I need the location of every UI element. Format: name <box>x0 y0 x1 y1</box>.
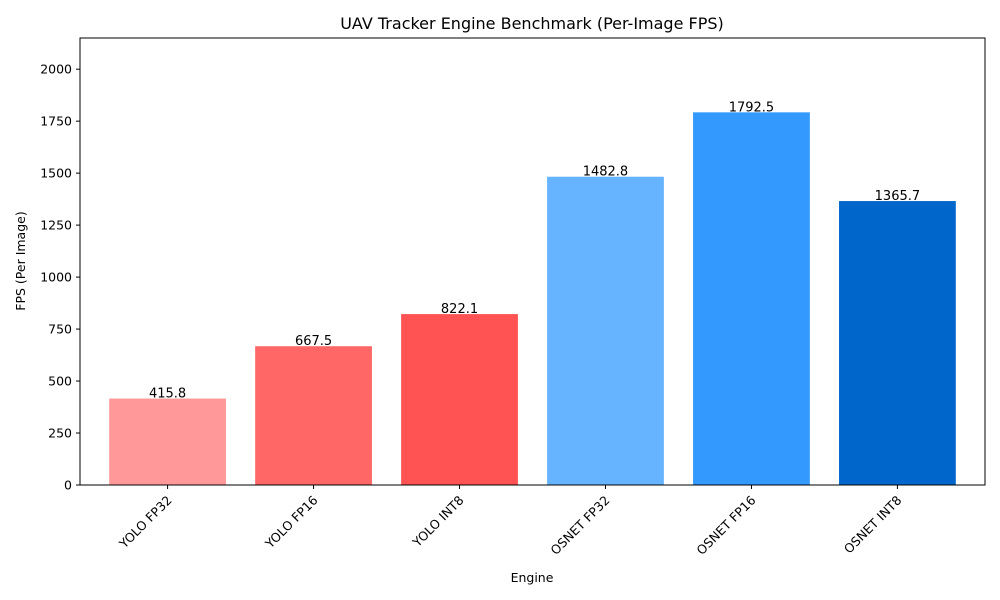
bar <box>255 346 372 485</box>
bar <box>109 398 226 485</box>
bar-value-label: 667.5 <box>295 334 332 349</box>
y-tick-label: 1750 <box>40 114 72 129</box>
y-tick-label: 250 <box>48 426 72 441</box>
y-tick-label: 1500 <box>40 166 72 181</box>
x-axis-label: Engine <box>511 570 554 585</box>
bar <box>693 112 810 485</box>
y-tick-label: 0 <box>64 478 72 493</box>
bar-value-label: 1792.5 <box>729 100 775 115</box>
bar <box>839 201 956 485</box>
bar-value-label: 1482.8 <box>583 165 629 180</box>
chart-title: UAV Tracker Engine Benchmark (Per-Image … <box>340 14 724 33</box>
bar <box>547 176 664 485</box>
axes-frame <box>79 37 986 486</box>
bar <box>401 314 518 485</box>
bar-value-label: 415.8 <box>149 387 186 402</box>
bar-value-label: 822.1 <box>441 302 478 317</box>
bar-value-label: 1365.7 <box>875 189 921 204</box>
y-tick-label: 500 <box>48 374 72 389</box>
y-tick-label: 2000 <box>40 62 72 77</box>
y-axis-label: FPS (Per Image) <box>13 211 28 310</box>
y-tick-label: 750 <box>48 322 72 337</box>
y-tick-label: 1250 <box>40 218 72 233</box>
y-tick-label: 1000 <box>40 270 72 285</box>
